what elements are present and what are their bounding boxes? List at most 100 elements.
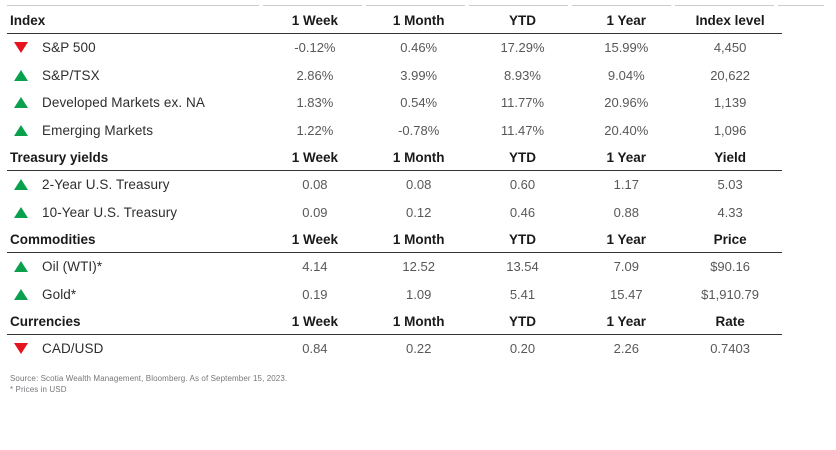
cell-value: 0.88: [613, 204, 639, 220]
cell-value: 1.09: [406, 286, 432, 302]
border-segment: [7, 5, 259, 6]
cell-value: 4,450: [713, 40, 747, 56]
up-triangle-icon: [14, 179, 28, 191]
cell-value: 0.60: [509, 177, 536, 193]
row-label-cell: S&P/TSX: [7, 68, 263, 83]
cell-value: 0.84: [302, 341, 328, 357]
column-header: 1 Year: [606, 149, 647, 165]
source-note: Source: Scotia Wealth Management, Bloomb…: [10, 373, 288, 383]
table-row: Developed Markets ex. NA 1.83% 0.54% 11.…: [7, 89, 782, 117]
column-header: 1 Year: [606, 12, 647, 28]
table-row: 10-Year U.S. Treasury 0.09 0.12 0.46 0.8…: [7, 199, 782, 227]
cell-value: 4.14: [302, 259, 328, 275]
table-row: Emerging Markets 1.22% -0.78% 11.47% 20.…: [7, 117, 782, 145]
cell-value: 15.47: [610, 286, 643, 302]
section-title: Index: [10, 12, 46, 28]
cell-value: 11.77%: [500, 95, 545, 111]
market-performance-sheet: Index 1 Week 1 Month YTD 1 Year Index le…: [7, 5, 836, 395]
cell-value: 5.41: [509, 286, 536, 302]
up-triangle-icon: [14, 288, 28, 300]
column-header: 1 Week: [291, 12, 339, 28]
column-header: YTD: [508, 12, 536, 28]
cell-value: 0.7403: [710, 341, 750, 357]
up-triangle-icon: [14, 124, 28, 136]
footnotes: Source: Scotia Wealth Management, Bloomb…: [7, 373, 836, 395]
border-segment: [572, 5, 671, 6]
section-title: Currencies: [10, 313, 81, 329]
up-triangle-icon: [14, 261, 28, 273]
cell-value: -0.12%: [294, 40, 336, 56]
column-header: YTD: [508, 231, 536, 247]
cell-value: 20.40%: [604, 122, 649, 138]
column-header: 1 Week: [291, 313, 339, 329]
cell-value: $90.16: [710, 259, 750, 275]
cell-value: -0.78%: [398, 122, 440, 138]
column-header: 1 Week: [291, 149, 339, 165]
column-header: Price: [713, 231, 747, 247]
border-segment: [469, 5, 568, 6]
cell-value: 17.29%: [500, 40, 545, 56]
down-triangle-icon: [14, 42, 28, 54]
table-row: 2-Year U.S. Treasury 0.08 0.08 0.60 1.17…: [7, 171, 782, 199]
row-label-cell: Oil (WTI)*: [7, 259, 263, 274]
row-label: S&P/TSX: [42, 67, 100, 83]
section-header-row: Commodities 1 Week 1 Month YTD 1 Year Pr…: [7, 226, 782, 253]
table-row: S&P 500 -0.12% 0.46% 17.29% 15.99% 4,450: [7, 34, 782, 62]
cell-value: 0.46: [509, 204, 536, 220]
column-header: Rate: [715, 313, 745, 329]
row-label: Oil (WTI)*: [42, 259, 103, 275]
cell-value: 20.96%: [604, 95, 649, 111]
border-segment: [675, 5, 774, 6]
row-label: Developed Markets ex. NA: [42, 95, 205, 111]
cell-value: 3.99%: [400, 67, 438, 83]
cell-value: 11.47%: [500, 122, 545, 138]
border-segment: [778, 5, 824, 6]
section-header-row: Treasury yields 1 Week 1 Month YTD 1 Yea…: [7, 144, 782, 171]
column-header: YTD: [508, 313, 536, 329]
row-label: 10-Year U.S. Treasury: [42, 204, 178, 220]
section-title: Treasury yields: [10, 149, 109, 165]
table-top-border: [7, 5, 836, 6]
row-label-cell: Gold*: [7, 287, 263, 302]
column-header: 1 Month: [392, 231, 445, 247]
column-header: 1 Year: [606, 231, 647, 247]
row-label-cell: Emerging Markets: [7, 123, 263, 138]
cell-value: 0.46%: [400, 40, 438, 56]
table-row: Gold* 0.19 1.09 5.41 15.47 $1,910.79: [7, 281, 782, 309]
cell-value: 2.26: [613, 341, 639, 357]
cell-value: 1,096: [713, 122, 747, 138]
row-label-cell: 2-Year U.S. Treasury: [7, 177, 263, 192]
cell-value: 0.08: [406, 177, 432, 193]
table-row: CAD/USD 0.84 0.22 0.20 2.26 0.7403: [7, 335, 782, 363]
cell-value: 1.83%: [296, 95, 334, 111]
cell-value: 5.03: [717, 177, 743, 193]
cell-value: 20,622: [710, 67, 750, 83]
cell-value: 0.12: [406, 204, 432, 220]
column-header: 1 Year: [606, 313, 647, 329]
cell-value: 1.17: [613, 177, 639, 193]
cell-value: 0.19: [302, 286, 328, 302]
cell-value: 0.09: [302, 204, 328, 220]
row-label: CAD/USD: [42, 341, 104, 357]
section-header-row: Index 1 Week 1 Month YTD 1 Year Index le…: [7, 7, 782, 34]
down-triangle-icon: [14, 343, 28, 355]
cell-value: 0.20: [509, 341, 536, 357]
cell-value: 1.22%: [296, 122, 334, 138]
cell-value: 7.09: [613, 259, 639, 275]
cell-value: 12.52: [402, 259, 435, 275]
row-label: S&P 500: [42, 40, 96, 56]
cell-value: 15.99%: [604, 40, 649, 56]
up-triangle-icon: [14, 206, 28, 218]
section-header-row: Currencies 1 Week 1 Month YTD 1 Year Rat…: [7, 308, 782, 335]
column-header: Index level: [695, 12, 765, 28]
column-header: 1 Week: [291, 231, 339, 247]
cell-value: 2.86%: [296, 67, 334, 83]
cell-value: 9.04%: [607, 67, 645, 83]
row-label-cell: 10-Year U.S. Treasury: [7, 205, 263, 220]
cell-value: 1,139: [713, 95, 747, 111]
up-triangle-icon: [14, 69, 28, 81]
border-segment: [263, 5, 362, 6]
cell-value: 0.54%: [400, 95, 438, 111]
section-title: Commodities: [10, 231, 96, 247]
column-header: Yield: [714, 149, 746, 165]
